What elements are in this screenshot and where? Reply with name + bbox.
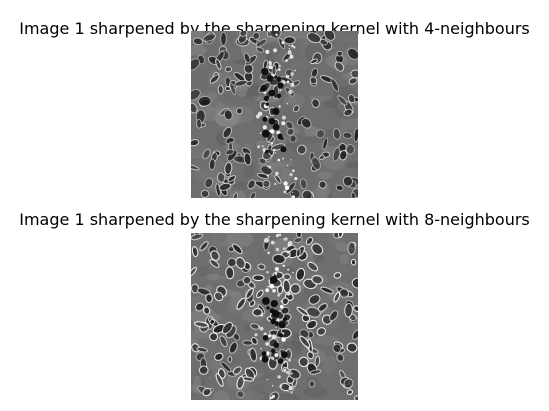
panel-1-title: Image 1 sharpened by the sharpening kern… [19,19,530,38]
panel-2-image [191,233,358,400]
panel-1-image [191,31,358,198]
panel-2-title: Image 1 sharpened by the sharpening kern… [19,210,530,229]
